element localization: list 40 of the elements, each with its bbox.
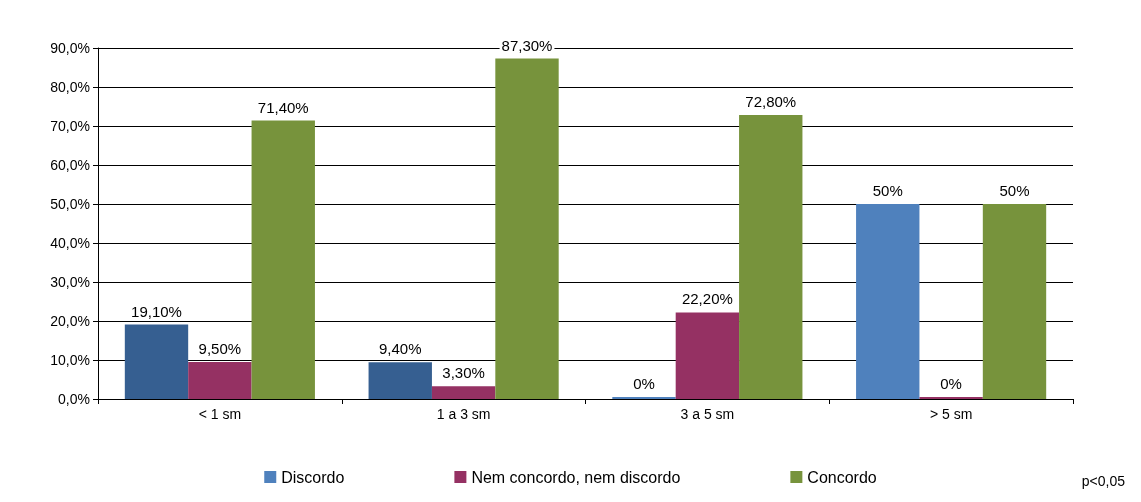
x-tick-label: 3 a 5 sm: [680, 406, 735, 422]
y-tick-label: 90,0%: [50, 40, 90, 56]
bar: [368, 362, 432, 399]
data-label: 50%: [999, 182, 1030, 199]
data-label: 87,30%: [501, 36, 553, 54]
data-label: 9,50%: [198, 339, 242, 357]
y-tick-label: 60,0%: [50, 157, 90, 173]
x-tick-label: > 5 sm: [929, 406, 973, 422]
bar: [739, 115, 803, 399]
data-label: 9,40%: [378, 340, 422, 358]
data-label: 3,30%: [442, 364, 485, 382]
bar: [675, 312, 740, 399]
bar: [495, 58, 559, 399]
text: p<0,05: [1081, 473, 1126, 489]
y-tick-label: 20,0%: [50, 313, 90, 329]
y-tick-label: 10,0%: [50, 352, 90, 368]
y-tick-label: 50,0%: [50, 196, 90, 212]
bar: [188, 361, 252, 399]
bar: [124, 324, 189, 399]
legend-label: Discordo: [281, 468, 345, 486]
bar: [431, 386, 496, 399]
data-label: 0%: [633, 375, 655, 392]
y-tick-label: 80,0%: [50, 79, 90, 95]
bar: [251, 120, 315, 399]
legend-label: Nem concordo, nem discordo: [471, 468, 681, 486]
x-tick-label: < 1 sm: [198, 406, 242, 422]
data-label: 22,20%: [681, 290, 733, 308]
data-label: 72,80%: [745, 93, 797, 111]
y-tick-label: 0,0%: [58, 391, 90, 407]
y-tick-label: 70,0%: [50, 118, 90, 134]
data-label: 19,10%: [131, 302, 182, 320]
data-label: 71,40%: [257, 98, 309, 116]
y-tick-label: 30,0%: [50, 274, 90, 290]
legend-label: Concordo: [807, 468, 877, 486]
bar: [982, 204, 1047, 399]
data-label: 50%: [872, 182, 903, 199]
bar: [856, 204, 920, 399]
data-label: 0%: [940, 375, 962, 392]
y-tick-label: 40,0%: [50, 235, 90, 251]
x-tick-label: 1 a 3 sm: [436, 406, 491, 422]
